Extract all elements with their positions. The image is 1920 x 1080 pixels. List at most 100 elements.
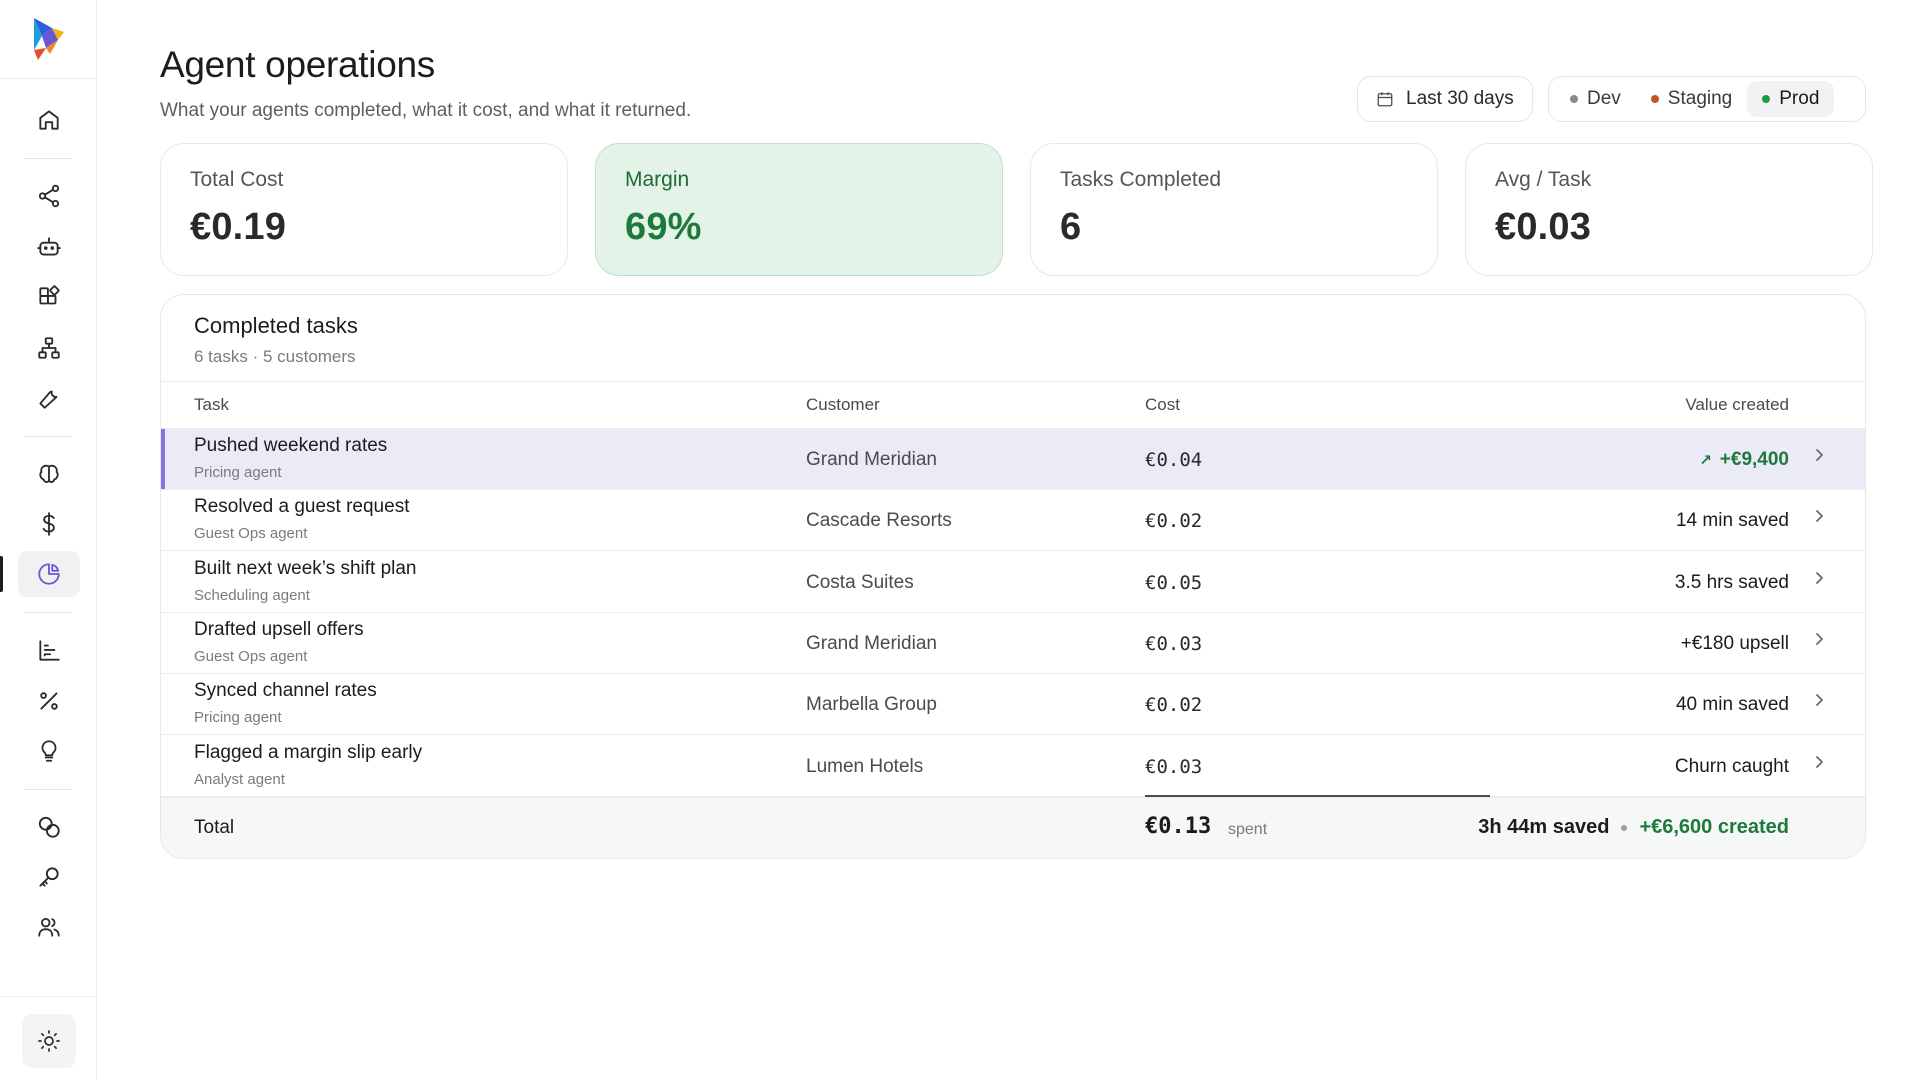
value-text: +€9,400 — [1719, 449, 1789, 470]
chevron-right-icon[interactable] — [1811, 506, 1827, 526]
hierarchy-icon — [38, 337, 60, 359]
task-name: Pushed weekend rates — [194, 435, 388, 456]
env-option-staging[interactable]: Staging — [1636, 81, 1747, 117]
sidebar-divider — [24, 436, 72, 437]
sun-icon — [38, 1030, 60, 1052]
chevron-right-icon[interactable] — [1811, 752, 1827, 772]
kpi-label: Margin — [625, 168, 690, 191]
nav-intelligence[interactable] — [18, 451, 80, 497]
chevron-right-icon[interactable] — [1811, 445, 1827, 465]
sidebar-divider — [24, 789, 72, 790]
task-name: Synced channel rates — [194, 680, 377, 702]
agent-name: Analyst agent — [194, 770, 285, 788]
task-name: Drafted upsell offers — [194, 618, 364, 640]
kpi-card-avg-task: Avg / Task €0.03 — [1465, 143, 1873, 276]
customer-name: Costa Suites — [806, 571, 914, 593]
apps-icon — [39, 285, 60, 305]
table-row[interactable]: Pushed weekend rates Pricing agent Grand M… — [161, 429, 1865, 490]
active-nav-indicator — [0, 556, 3, 592]
task-cost: €0.05 — [1145, 571, 1203, 594]
value-created: Churn caught — [1675, 756, 1789, 778]
home-icon — [39, 110, 59, 130]
selected-row-indicator — [161, 429, 165, 489]
nav-integrations[interactable] — [18, 804, 80, 850]
total-cost: €0.13 — [1145, 814, 1212, 839]
nav-share[interactable] — [18, 173, 80, 219]
sidebar-divider — [24, 612, 72, 613]
table-row[interactable]: Resolved a guest request Guest Ops agent C… — [161, 490, 1865, 552]
env-option-dev[interactable]: Dev — [1555, 81, 1636, 117]
theme-toggle-button[interactable] — [22, 1014, 76, 1068]
trend-up-icon: ↗ — [1699, 452, 1712, 469]
calendar-icon — [1377, 92, 1393, 107]
nav-tools[interactable] — [18, 375, 80, 421]
horizontal-scroll-indicator[interactable] — [1145, 795, 1490, 797]
kpi-card-total-cost: Total Cost €0.19 — [160, 143, 568, 276]
value-text: +€180 upsell — [1680, 632, 1789, 654]
kpi-value: €0.03 — [1495, 206, 1592, 248]
app-logo[interactable] — [28, 14, 68, 64]
coins-icon — [38, 816, 60, 838]
nav-insights[interactable] — [18, 728, 80, 774]
customer-name: Grand Meridian — [806, 632, 937, 654]
nav-operations[interactable] — [18, 551, 80, 597]
nav-apps[interactable] — [18, 274, 80, 320]
status-dot — [1650, 95, 1659, 103]
column-header-cost[interactable]: Cost — [1145, 395, 1180, 414]
kpi-card-tasks-completed: Tasks Completed 6 — [1030, 143, 1438, 276]
chevron-right-icon[interactable] — [1811, 568, 1827, 588]
sidebar-divider — [0, 996, 97, 997]
value-created: 3.5 hrs saved — [1675, 572, 1789, 594]
total-saved: 3h 44m saved — [1478, 816, 1610, 838]
nav-workflows[interactable] — [18, 325, 80, 371]
column-header-customer[interactable]: Customer — [806, 395, 880, 414]
completed-tasks-card: Completed tasks 6 tasks · 5 customers Ta… — [160, 294, 1866, 859]
kpi-label: Avg / Task — [1495, 168, 1592, 191]
column-header-value[interactable]: Value created — [1685, 395, 1789, 414]
column-header-task[interactable]: Task — [194, 395, 229, 414]
table-row[interactable]: Built next week’s shift plan Scheduling a… — [161, 552, 1865, 613]
robot-icon — [37, 237, 61, 256]
table-row[interactable]: Drafted upsell offers Guest Ops agent Gran… — [161, 613, 1865, 674]
customer-name: Marbella Group — [806, 694, 937, 716]
agent-name: Scheduling agent — [194, 586, 310, 604]
table-row[interactable]: Synced channel rates Pricing agent Marbell… — [161, 674, 1865, 736]
kpi-value: 69% — [625, 206, 702, 248]
total-row: Total €0.13 spent 3h 44m saved +€6,600 c… — [161, 797, 1865, 858]
separator-dot — [1621, 824, 1628, 831]
dollar-icon — [42, 512, 55, 536]
nav-home[interactable] — [18, 97, 80, 143]
chevron-right-icon[interactable] — [1811, 690, 1827, 710]
card-subtitle: 6 tasks · 5 customers — [194, 347, 356, 366]
bar-chart-icon — [39, 640, 60, 661]
env-option-label: Dev — [1587, 88, 1621, 109]
date-range-button[interactable]: Last 30 days — [1357, 76, 1533, 122]
chevron-right-icon[interactable] — [1811, 629, 1827, 649]
env-option-label: Prod — [1779, 88, 1820, 109]
value-created: 40 min saved — [1676, 694, 1789, 716]
kpi-label: Tasks Completed — [1060, 168, 1222, 191]
total-created: +€6,600 created — [1639, 816, 1789, 838]
nav-rates[interactable] — [18, 678, 80, 724]
kpi-value: 6 — [1060, 206, 1082, 248]
status-dot — [1570, 95, 1578, 103]
table-row[interactable]: Flagged a margin slip early Analyst agent… — [161, 736, 1865, 797]
task-cost: €0.02 — [1145, 694, 1203, 717]
env-option-prod[interactable]: Prod — [1747, 81, 1835, 117]
date-range-label: Last 30 days — [1406, 88, 1514, 109]
pie-chart-icon — [38, 563, 60, 585]
value-created: +€180 upsell — [1681, 633, 1789, 655]
nav-agents[interactable] — [18, 224, 80, 270]
nav-reports[interactable] — [18, 628, 80, 674]
value-text: Churn caught — [1674, 755, 1789, 777]
environment-switcher: Dev Staging Prod — [1548, 76, 1866, 122]
task-cost: €0.04 — [1145, 449, 1203, 471]
sidebar-divider — [0, 78, 97, 79]
users-icon — [38, 917, 60, 937]
nav-billing[interactable] — [18, 501, 80, 547]
agent-name: Guest Ops agent — [194, 647, 308, 665]
brain-icon — [39, 464, 59, 483]
nav-team[interactable] — [18, 904, 80, 950]
env-option-label: Staging — [1667, 88, 1733, 109]
nav-keys[interactable] — [18, 854, 80, 900]
